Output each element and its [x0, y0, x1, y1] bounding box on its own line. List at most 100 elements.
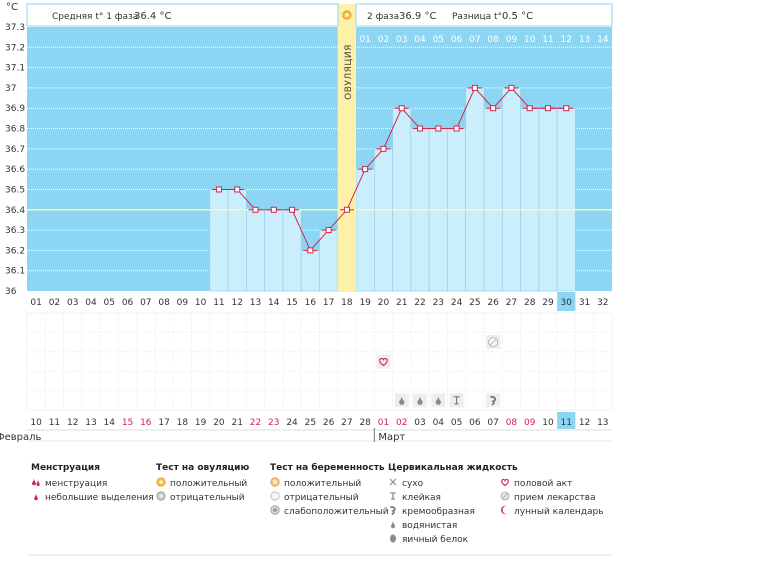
menstruation-icon — [32, 478, 40, 487]
temperature-point — [544, 105, 551, 112]
y-tick-label: 36.3 — [5, 226, 25, 236]
temperature-point — [215, 186, 222, 193]
pregnancy-weak-icon — [270, 505, 280, 515]
heart-marker — [376, 354, 391, 369]
legend-item-ovulation-negative: отрицательный — [156, 491, 249, 505]
phase2-day-label: 01 — [359, 35, 370, 45]
calendar-date-label: 07 — [487, 418, 498, 428]
calendar-date-label: 28 — [359, 418, 371, 428]
calendar-date-label: 08 — [506, 418, 518, 428]
cycle-day-label: 22 — [414, 298, 425, 308]
drop-marker — [394, 393, 409, 408]
legend-pregnancy-test-title: Тест на беременность — [270, 463, 385, 473]
legend-label: слабоположительный — [284, 507, 389, 517]
temperature-point — [490, 105, 497, 112]
heart-icon — [379, 357, 388, 367]
phase2-day-label: 06 — [451, 35, 463, 45]
legend-item-medication: прием лекарства — [500, 491, 604, 505]
calendar-date-label: 10 — [542, 418, 554, 428]
legend-label: положительный — [170, 479, 248, 489]
y-unit-label: °C — [6, 2, 18, 13]
cycle-day-label: 26 — [487, 298, 499, 308]
cycle-day-label: 17 — [323, 298, 334, 308]
calendar-date-label: 09 — [524, 418, 536, 428]
cycle-day-label: 19 — [359, 298, 371, 308]
ovulation-label: ОВУЛЯЦИЯ — [344, 44, 354, 100]
diff-value: 0.5 °C — [502, 11, 533, 22]
creamy-marker — [486, 393, 501, 408]
temperature-point — [417, 125, 424, 132]
phase2-box — [355, 3, 613, 27]
pill-icon — [488, 337, 499, 347]
legend-label: отрицательный — [170, 493, 245, 503]
cycle-day-label: 02 — [49, 298, 60, 308]
calendar-date-label: 01 — [378, 418, 389, 428]
marker-background — [486, 393, 501, 408]
cycle-day-label: 11 — [213, 298, 224, 308]
temperature-point — [343, 206, 350, 213]
calendar-date-label: 03 — [414, 418, 425, 428]
temperature-point — [234, 186, 241, 193]
legend-cervical: Цервикальная жидкость сухо клейкая кремо… — [388, 462, 518, 547]
drop-icon — [399, 395, 405, 405]
legend-label: небольшие выделения — [45, 493, 154, 503]
symptom-markers — [376, 335, 501, 408]
legend-item-creamy: кремообразная — [388, 505, 518, 519]
y-tick-label: 37.3 — [5, 23, 25, 33]
temperature-point — [380, 145, 387, 152]
cycle-day-label: 03 — [67, 298, 78, 308]
cycle-day-label: 15 — [286, 298, 297, 308]
creamy-icon — [390, 506, 396, 515]
legend-other: половой акт прием лекарства лунный кален… — [500, 462, 604, 519]
moon-icon — [501, 505, 507, 515]
legend-pregnancy-test: Тест на беременность положительный отриц… — [270, 462, 389, 519]
calendar-date-label: 14 — [104, 418, 116, 428]
cycle-day-label: 21 — [396, 298, 407, 308]
calendar-date-label: 12 — [67, 418, 78, 428]
phase2-day-label: 10 — [524, 35, 536, 45]
temperature-point — [252, 206, 259, 213]
legend-item-spotting: небольшие выделения — [31, 491, 154, 505]
legend-item-lunar: лунный календарь — [500, 505, 604, 519]
calendar-date-label: 19 — [195, 418, 207, 428]
cycle-day-label: 20 — [378, 298, 390, 308]
pill-icon — [500, 491, 510, 501]
cycle-day-label: 10 — [195, 298, 207, 308]
calendar-date-label: 16 — [140, 418, 152, 428]
legend-item-menstruation: менструация — [31, 477, 154, 491]
calendar-date-label: 02 — [396, 418, 407, 428]
y-tick-label: 36.7 — [5, 145, 25, 155]
month-labels: Февраль Март — [0, 428, 612, 443]
y-axis: °C 37.3 37.2 37.1 37 36.9 36.8 36.7 36.6 36.5 36.… — [5, 2, 25, 297]
cycle-day-label: 04 — [85, 298, 97, 308]
calendar-date-label: 12 — [579, 418, 590, 428]
phase1-value: 36.4 °C — [134, 11, 171, 22]
cycle-day-label: 32 — [597, 298, 608, 308]
phase2-day-label: 03 — [396, 35, 407, 45]
pill-marker — [486, 335, 501, 350]
temperature-bar — [209, 189, 229, 292]
calendar-date-label: 22 — [250, 418, 261, 428]
temperature-point — [307, 247, 314, 254]
cycle-day-label: 09 — [177, 298, 189, 308]
phase2-day-label: 04 — [414, 35, 426, 45]
cycle-day-label: 29 — [542, 298, 554, 308]
creamy-icon — [490, 395, 497, 406]
phase2-day-label: 09 — [506, 35, 518, 45]
y-tick-label: 37 — [5, 84, 16, 94]
temperature-bar — [465, 87, 485, 292]
drop-icon — [435, 395, 441, 405]
calendar-date-label: 05 — [451, 418, 462, 428]
dry-icon — [389, 478, 397, 486]
cycle-day-label: 24 — [451, 298, 463, 308]
calendar-date-label: 04 — [433, 418, 445, 428]
legend-cervical-title: Цервикальная жидкость — [388, 463, 518, 473]
cycle-day-label: 28 — [524, 298, 536, 308]
cycle-day-label: 06 — [122, 298, 134, 308]
phase1-label: Средняя t° 1 фаза — [52, 12, 138, 22]
legend-label: яичный белок — [402, 535, 469, 545]
legend-label: положительный — [284, 479, 362, 489]
cycle-day-label: 25 — [469, 298, 480, 308]
legend-label: отрицательный — [284, 493, 359, 503]
temperature-series — [211, 84, 574, 254]
